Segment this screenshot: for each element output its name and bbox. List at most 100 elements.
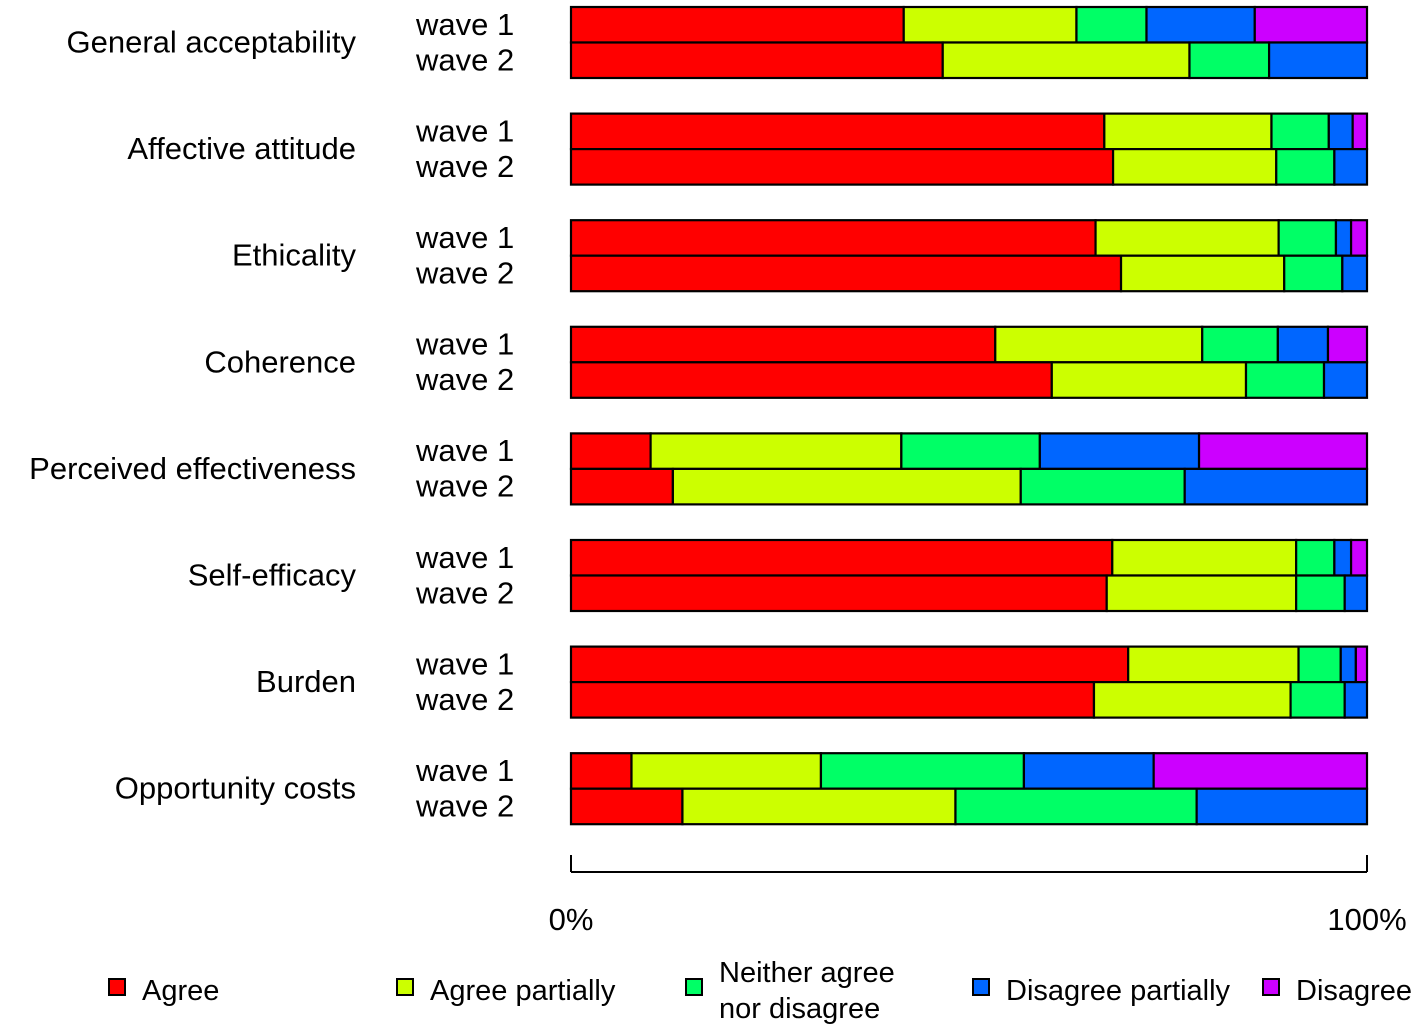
category-label-general-acceptability: General acceptability: [67, 25, 357, 60]
bar-self-efficacy-wave-2-agree: [569, 574, 1108, 613]
bar-burden-wave-1-neither-agree-nor-disagree: [1297, 645, 1342, 684]
wave-label-affective-attitude-wave-2: wave 2: [415, 149, 514, 184]
bar-affective-attitude-wave-2-agree: [569, 148, 1115, 186]
bar-self-efficacy-wave-1-agree: [569, 538, 1114, 577]
bar-perceived-effectiveness-wave-1-agree: [569, 432, 652, 470]
legend-swatch-agree-partially: [396, 978, 414, 996]
bar-perceived-effectiveness-wave-2-agree: [569, 467, 674, 506]
bar-affective-attitude-wave-1-agree-partially: [1103, 112, 1273, 151]
category-label-self-efficacy: Self-efficacy: [188, 558, 357, 593]
bar-ethicality-wave-1-disagree: [1349, 219, 1369, 257]
bar-perceived-effectiveness-wave-2-neither-agree-nor-disagree: [1019, 467, 1186, 506]
wave-label-coherence-wave-1: wave 1: [415, 327, 514, 362]
bar-burden-wave-1-disagree-partially: [1339, 645, 1357, 684]
bar-coherence-wave-1-agree: [569, 325, 997, 364]
bar-ethicality-wave-1-disagree-partially: [1334, 219, 1353, 257]
x-tick-label-1: 100%: [1327, 902, 1406, 937]
legend-swatch-neither-agree-nor-disagree: [685, 978, 703, 996]
category-label-ethicality: Ethicality: [232, 238, 357, 273]
category-label-opportunity-costs: Opportunity costs: [115, 771, 356, 806]
wave-label-self-efficacy-wave-2: wave 2: [415, 575, 514, 610]
bar-self-efficacy-wave-1-neither-agree-nor-disagree: [1295, 538, 1336, 577]
legend-swatch-agree: [108, 978, 126, 996]
bar-ethicality-wave-1-neither-agree-nor-disagree: [1277, 219, 1338, 257]
bar-self-efficacy-wave-2-agree-partially: [1105, 574, 1298, 613]
bar-affective-attitude-wave-1-disagree-partially: [1327, 112, 1354, 151]
bar-coherence-wave-2-neither-agree-nor-disagree: [1244, 361, 1326, 399]
wave-label-burden-wave-1: wave 1: [415, 646, 514, 681]
bar-general-acceptability-wave-2-disagree-partially: [1267, 41, 1369, 80]
legend-swatch-disagree-partially: [972, 978, 990, 996]
legend-label-disagree-partially: Disagree partially: [1006, 975, 1231, 1007]
wave-label-opportunity-costs-wave-2: wave 2: [415, 788, 514, 823]
bar-burden-wave-2-agree-partially: [1092, 680, 1292, 719]
bar-general-acceptability-wave-2-agree-partially: [941, 41, 1191, 80]
wave-label-coherence-wave-2: wave 2: [415, 362, 514, 397]
bar-opportunity-costs-wave-2-disagree-partially: [1195, 787, 1369, 826]
x-axis: 0% 100%: [549, 855, 1407, 937]
bar-opportunity-costs-wave-2-neither-agree-nor-disagree: [954, 787, 1198, 826]
bar-self-efficacy-wave-1-disagree-partially: [1333, 538, 1353, 577]
bar-ethicality-wave-1-agree: [569, 219, 1097, 257]
bar-ethicality-wave-1-agree-partially: [1094, 219, 1280, 257]
bar-opportunity-costs-wave-2-agree: [569, 787, 684, 826]
wave-label-general-acceptability-wave-1: wave 1: [415, 7, 514, 42]
bar-general-acceptability-wave-2-neither-agree-nor-disagree: [1188, 41, 1271, 80]
bar-perceived-effectiveness-wave-1-disagree-partially: [1038, 432, 1201, 470]
bar-opportunity-costs-wave-1-agree-partially: [630, 752, 823, 790]
bar-perceived-effectiveness-wave-1-disagree: [1197, 432, 1369, 470]
legend-label-agree: Agree: [142, 975, 219, 1007]
bar-burden-wave-1-agree: [569, 645, 1130, 684]
bar-affective-attitude-wave-1-disagree: [1351, 112, 1369, 151]
bar-burden-wave-2-disagree-partially: [1343, 680, 1369, 719]
bar-general-acceptability-wave-1-disagree-partially: [1145, 5, 1256, 44]
bar-self-efficacy-wave-2-neither-agree-nor-disagree: [1295, 574, 1346, 613]
bar-burden-wave-2-agree: [569, 680, 1096, 719]
bar-coherence-wave-1-disagree: [1326, 325, 1369, 364]
wave-label-affective-attitude-wave-1: wave 1: [415, 113, 514, 148]
bar-general-acceptability-wave-1-disagree: [1253, 5, 1369, 44]
bar-opportunity-costs-wave-1-disagree-partially: [1022, 752, 1155, 790]
bar-ethicality-wave-2-agree-partially: [1119, 254, 1286, 293]
category-label-affective-attitude: Affective attitude: [127, 131, 356, 166]
bar-burden-wave-1-agree-partially: [1127, 645, 1300, 684]
bar-coherence-wave-1-neither-agree-nor-disagree: [1201, 325, 1279, 364]
bars-layer: [569, 5, 1369, 826]
bar-general-acceptability-wave-1-agree: [569, 5, 905, 44]
bar-affective-attitude-wave-2-agree-partially: [1111, 148, 1278, 186]
bar-affective-attitude-wave-1-neither-agree-nor-disagree: [1270, 112, 1330, 151]
bar-general-acceptability-wave-2-agree: [569, 41, 944, 80]
bar-affective-attitude-wave-2-disagree-partially: [1333, 148, 1369, 186]
wave-label-general-acceptability-wave-2: wave 2: [415, 42, 514, 77]
legend-swatch-disagree: [1262, 978, 1280, 996]
bar-perceived-effectiveness-wave-1-neither-agree-nor-disagree: [900, 432, 1041, 470]
bar-opportunity-costs-wave-1-agree: [569, 752, 633, 790]
category-label-perceived-effectiveness: Perceived effectiveness: [29, 451, 356, 486]
bar-coherence-wave-2-disagree-partially: [1322, 361, 1369, 399]
bar-self-efficacy-wave-1-agree-partially: [1111, 538, 1298, 577]
wave-label-ethicality-wave-2: wave 2: [415, 255, 514, 290]
bar-perceived-effectiveness-wave-1-agree-partially: [649, 432, 903, 470]
wave-label-perceived-effectiveness-wave-2: wave 2: [415, 469, 514, 504]
bar-coherence-wave-2-agree-partially: [1050, 361, 1248, 399]
bar-coherence-wave-1-disagree-partially: [1276, 325, 1330, 364]
bar-burden-wave-2-neither-agree-nor-disagree: [1289, 680, 1346, 719]
bar-coherence-wave-1-agree-partially: [994, 325, 1204, 364]
bar-self-efficacy-wave-1-disagree: [1349, 538, 1369, 577]
wave-label-perceived-effectiveness-wave-1: wave 1: [415, 433, 514, 468]
bar-affective-attitude-wave-2-neither-agree-nor-disagree: [1275, 148, 1336, 186]
legend-label-agree-partially: Agree partially: [430, 975, 616, 1007]
bar-perceived-effectiveness-wave-2-agree-partially: [671, 467, 1022, 506]
wave-label-ethicality-wave-1: wave 1: [415, 220, 514, 255]
category-label-coherence: Coherence: [204, 344, 356, 379]
bar-burden-wave-1-disagree: [1354, 645, 1369, 684]
bar-opportunity-costs-wave-2-agree-partially: [681, 787, 957, 826]
bar-ethicality-wave-2-agree: [569, 254, 1123, 293]
bar-affective-attitude-wave-1-agree: [569, 112, 1106, 151]
bar-coherence-wave-2-agree: [569, 361, 1053, 399]
bar-opportunity-costs-wave-1-disagree: [1152, 752, 1369, 790]
bar-ethicality-wave-2-neither-agree-nor-disagree: [1283, 254, 1344, 293]
bar-general-acceptability-wave-1-agree-partially: [902, 5, 1078, 44]
